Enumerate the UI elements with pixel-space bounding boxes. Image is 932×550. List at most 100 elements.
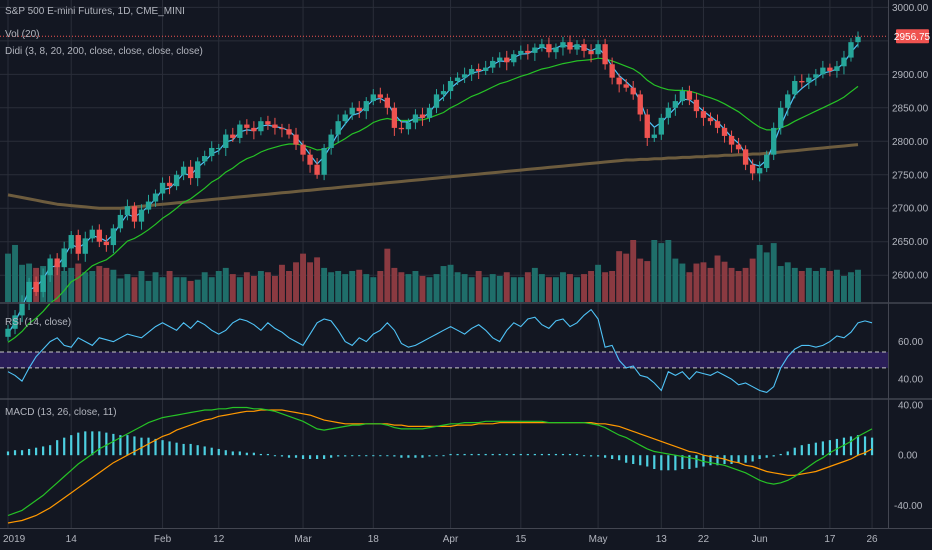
candle-body[interactable] xyxy=(96,229,102,242)
candle-body[interactable] xyxy=(230,134,236,138)
candle-body[interactable] xyxy=(581,44,587,51)
candle-body[interactable] xyxy=(244,124,250,128)
candle-body[interactable] xyxy=(686,91,693,100)
candle-body[interactable] xyxy=(609,64,615,78)
candle-body[interactable] xyxy=(138,209,145,222)
candle-body[interactable] xyxy=(398,127,405,130)
candle-body[interactable] xyxy=(131,206,138,222)
candle-body[interactable] xyxy=(412,114,419,123)
candle-body[interactable] xyxy=(300,144,306,155)
candle-body[interactable] xyxy=(54,258,60,268)
candle-body[interactable] xyxy=(89,229,95,239)
candle-body[interactable] xyxy=(799,81,805,83)
candle-body[interactable] xyxy=(187,166,194,179)
candle-body[interactable] xyxy=(202,156,208,162)
candle-body[interactable] xyxy=(623,84,629,88)
candle-body[interactable] xyxy=(820,67,826,75)
candle-body[interactable] xyxy=(40,275,46,292)
legend-volume[interactable]: Vol (20) xyxy=(5,29,39,40)
candle-body[interactable] xyxy=(700,111,707,118)
candle-body[interactable] xyxy=(792,81,798,95)
candle-body[interactable] xyxy=(749,164,756,174)
candle-body[interactable] xyxy=(61,248,67,268)
candle-body[interactable] xyxy=(546,44,552,53)
candle-body[interactable] xyxy=(117,214,124,229)
legend-symbol-title[interactable]: S&P 500 E-mini Futures, 1D, CME_MINI xyxy=(5,6,185,17)
candle-body[interactable] xyxy=(384,97,391,108)
candle-body[interactable] xyxy=(764,154,770,169)
candle-body[interactable] xyxy=(806,77,812,83)
candle-body[interactable] xyxy=(525,50,531,53)
candle-body[interactable] xyxy=(68,235,74,249)
candle-body[interactable] xyxy=(848,42,854,58)
candle-body[interactable] xyxy=(834,66,840,71)
candle-body[interactable] xyxy=(637,94,643,115)
candle-body[interactable] xyxy=(588,50,594,55)
candle-body[interactable] xyxy=(539,44,545,48)
candle-body[interactable] xyxy=(553,47,559,53)
candle-body[interactable] xyxy=(490,60,496,68)
candle-body[interactable] xyxy=(433,94,440,108)
candle-body[interactable] xyxy=(483,67,489,71)
candle-body[interactable] xyxy=(223,134,229,148)
candle-body[interactable] xyxy=(735,144,742,150)
candle-body[interactable] xyxy=(658,117,664,135)
candle-body[interactable] xyxy=(468,68,475,75)
candle-body[interactable] xyxy=(363,101,369,112)
candle-body[interactable] xyxy=(124,206,131,215)
candle-body[interactable] xyxy=(82,238,88,254)
candle-body[interactable] xyxy=(209,147,215,157)
candle-body[interactable] xyxy=(644,114,650,138)
candle-body[interactable] xyxy=(377,94,383,98)
legend-macd[interactable]: MACD (13, 26, close, 11) xyxy=(5,407,117,418)
candle-body[interactable] xyxy=(454,77,461,82)
candle-body[interactable] xyxy=(855,36,861,43)
candle-body[interactable] xyxy=(841,57,847,67)
candle-body[interactable] xyxy=(19,302,25,316)
pane-separators[interactable] xyxy=(0,0,932,529)
candle-body[interactable] xyxy=(195,161,201,179)
candle-body[interactable] xyxy=(672,101,679,108)
candle-body[interactable] xyxy=(5,328,11,337)
candle-body[interactable] xyxy=(314,164,320,175)
candle-body[interactable] xyxy=(180,166,187,175)
candle-body[interactable] xyxy=(166,182,173,187)
candle-body[interactable] xyxy=(251,127,257,132)
candle-body[interactable] xyxy=(707,117,714,122)
candle-body[interactable] xyxy=(12,315,18,329)
candle-body[interactable] xyxy=(356,107,362,112)
price-axis[interactable]: 3000.00 2900.00 2850.00 2800.00 2750.00 2700.… xyxy=(892,3,929,282)
candle-body[interactable] xyxy=(728,135,735,145)
candle-body[interactable] xyxy=(721,127,728,136)
candle-body[interactable] xyxy=(110,228,117,246)
candle-body[interactable] xyxy=(265,121,271,125)
candle-body[interactable] xyxy=(342,114,348,122)
candle-body[interactable] xyxy=(349,107,355,115)
time-axis[interactable]: 2019 14 Feb 12 Mar 18 Apr 15 May 13 22 Jun 17 26 xyxy=(3,534,878,545)
candle-body[interactable] xyxy=(159,182,166,194)
candle-body[interactable] xyxy=(679,91,686,102)
candle-body[interactable] xyxy=(665,107,671,118)
candle-body[interactable] xyxy=(574,44,580,50)
candle-body[interactable] xyxy=(293,134,299,145)
candle-body[interactable] xyxy=(321,147,327,175)
candle-body[interactable] xyxy=(173,174,180,187)
candle-body[interactable] xyxy=(461,74,468,78)
candle-body[interactable] xyxy=(595,44,601,55)
candle-body[interactable] xyxy=(504,57,510,63)
candle-body[interactable] xyxy=(511,54,517,63)
candle-body[interactable] xyxy=(152,193,159,202)
rsi-pane[interactable] xyxy=(0,308,888,394)
candle-body[interactable] xyxy=(518,50,524,55)
candle-body[interactable] xyxy=(272,124,278,128)
candle-body[interactable] xyxy=(335,121,341,135)
candle-body[interactable] xyxy=(286,129,292,135)
candle-body[interactable] xyxy=(778,107,784,128)
candle-body[interactable] xyxy=(426,107,433,118)
candle-body[interactable] xyxy=(391,107,398,128)
candle-body[interactable] xyxy=(26,281,32,302)
candle-body[interactable] xyxy=(693,99,700,112)
candle-body[interactable] xyxy=(813,74,819,78)
candle-body[interactable] xyxy=(405,122,412,130)
candle-body[interactable] xyxy=(630,87,636,95)
